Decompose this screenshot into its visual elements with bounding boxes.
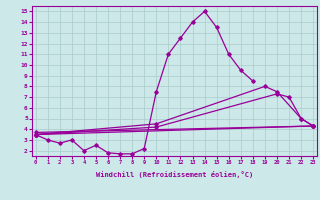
X-axis label: Windchill (Refroidissement éolien,°C): Windchill (Refroidissement éolien,°C) bbox=[96, 171, 253, 178]
